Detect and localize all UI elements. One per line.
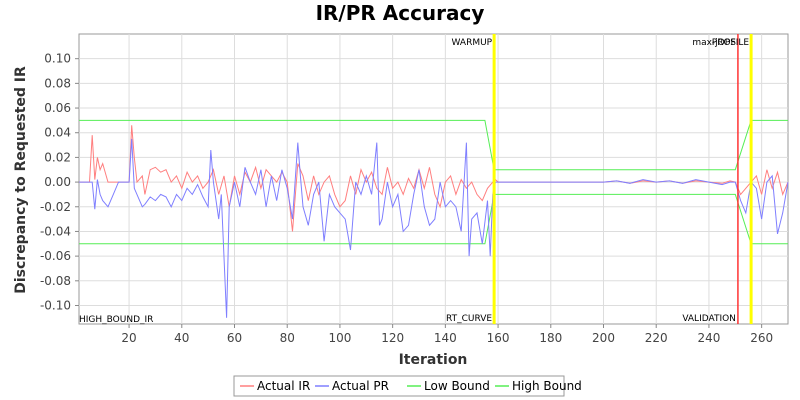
- x-tick-label: 260: [750, 331, 773, 345]
- x-tick-label: 200: [592, 331, 615, 345]
- x-tick-label: 100: [328, 331, 351, 345]
- y-tick-label: 0.08: [44, 76, 71, 90]
- legend-label: Actual PR: [332, 379, 389, 393]
- x-tick-label: 40: [174, 331, 189, 345]
- x-tick-label: 160: [487, 331, 510, 345]
- x-tick-label: 240: [697, 331, 720, 345]
- y-tick-label: -0.06: [40, 249, 71, 263]
- y-tick-label: 0.00: [44, 175, 71, 189]
- marker-label-max-jops: max-jOPS: [692, 38, 736, 48]
- grid-horizontal: [79, 58, 788, 306]
- x-tick-label: 220: [645, 331, 668, 345]
- y-axis-ticks: -0.10 -0.08 -0.06 -0.04 -0.02 0.00 0.02 0.04 0.0…: [40, 52, 79, 312]
- marker-label-warmup: WARMUP: [452, 38, 493, 48]
- y-tick-label: 0.04: [44, 126, 71, 140]
- series-actual-pr: [79, 138, 789, 318]
- series-group: [79, 119, 789, 318]
- y-axis-label: Discrepancy to Requested IR: [13, 66, 29, 294]
- legend-label: Low Bound: [424, 379, 490, 393]
- phase-markers: WARMUP RT_CURVE max-jOPS VALIDATION PROFILE: [446, 34, 753, 324]
- chart-title: IR/PR Accuracy: [316, 1, 485, 25]
- x-tick-label: 20: [121, 331, 136, 345]
- series-high-bound: [79, 119, 788, 171]
- y-tick-label: 0.10: [44, 52, 71, 66]
- marker-label-validation: VALIDATION: [682, 314, 736, 324]
- x-tick-label: 180: [539, 331, 562, 345]
- x-axis-ticks: 20 40 60 80 100 120 140 160 180 200 220 240 260: [121, 324, 773, 345]
- y-tick-label: 0.06: [44, 101, 71, 115]
- x-tick-label: 80: [280, 331, 295, 345]
- legend-box: [233, 375, 565, 397]
- corner-label: HIGH_BOUND_IR: [79, 315, 153, 325]
- series-low-bound: [79, 193, 788, 245]
- legend-label: High Bound: [512, 379, 582, 393]
- y-tick-label: -0.02: [40, 200, 71, 214]
- y-tick-label: -0.04: [40, 224, 71, 238]
- legend: Actual IR Actual PR Low Bound High Bound: [233, 375, 582, 397]
- x-axis-label: Iteration: [399, 352, 468, 368]
- series-actual-ir: [79, 125, 789, 232]
- marker-label-rt_curve: RT_CURVE: [446, 314, 492, 324]
- y-tick-label: -0.10: [40, 298, 71, 312]
- y-tick-label: 0.02: [44, 150, 71, 164]
- legend-label: Actual IR: [257, 379, 310, 393]
- x-tick-label: 60: [227, 331, 242, 345]
- grid-vertical: [128, 34, 763, 324]
- marker-label-profile: PROFILE: [712, 38, 750, 48]
- y-tick-label: -0.08: [40, 274, 71, 288]
- x-tick-label: 120: [381, 331, 404, 345]
- x-tick-label: 140: [434, 331, 457, 345]
- plot-area: [78, 33, 789, 325]
